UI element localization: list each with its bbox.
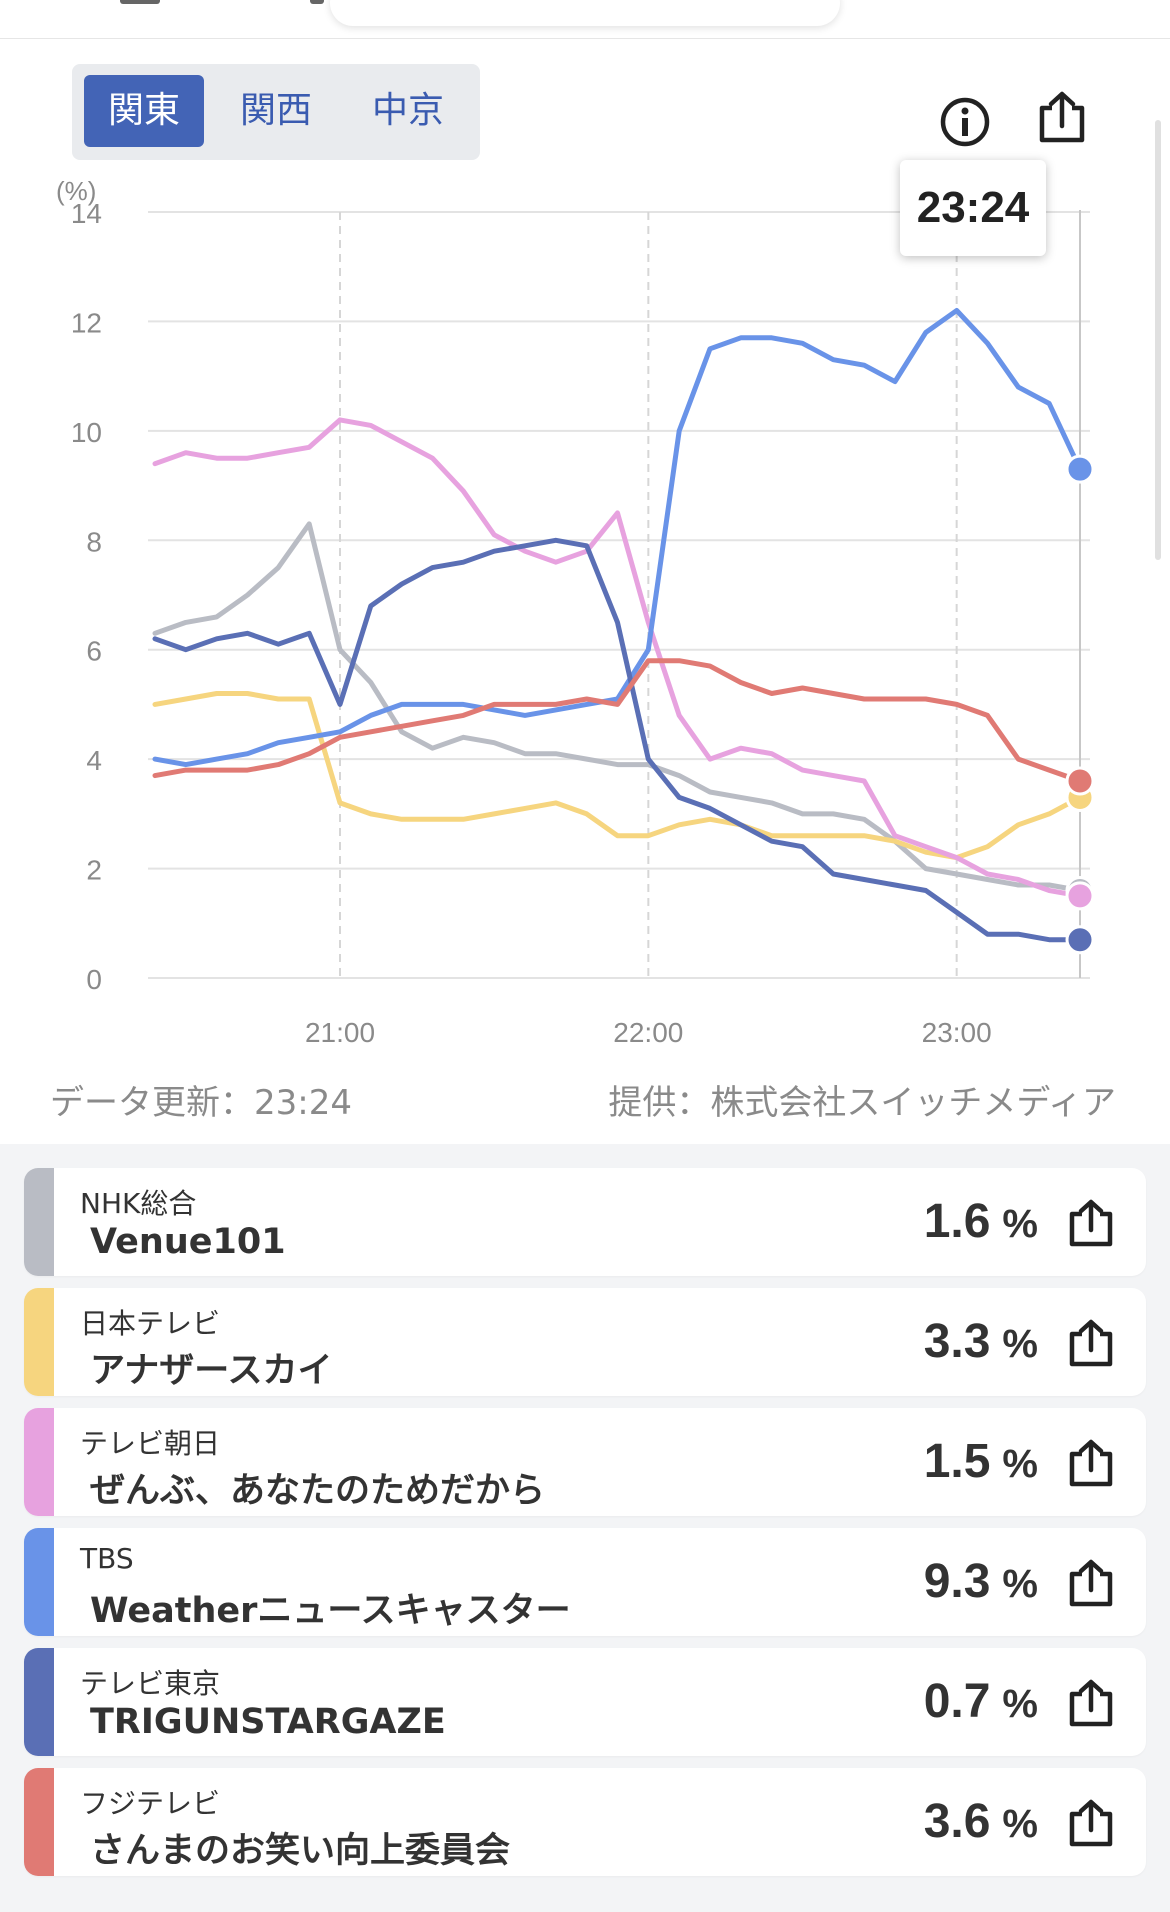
channel-card[interactable]: フジテレビさんまのお笑い向上委員会 3.6% — [24, 1768, 1146, 1876]
ratings-line-chart: 0 2 4 6 8 10 12 14(%) 21:00 22:00 23:00 — [56, 176, 1095, 1048]
series-line — [152, 417, 1083, 899]
rating-number: 1.6 — [923, 1195, 991, 1248]
share-icon[interactable] — [1066, 1198, 1116, 1248]
series-line — [152, 658, 1083, 784]
channel-color-bar — [24, 1408, 54, 1516]
y-tick-label: 6 — [86, 636, 102, 667]
share-icon[interactable] — [1066, 1438, 1116, 1488]
program-title: TRIGUNSTARGAZE — [90, 1702, 446, 1742]
channel-color-bar — [24, 1288, 54, 1396]
data-updated-label: データ更新：23:24 — [50, 1083, 352, 1123]
rating-unit: % — [1002, 1682, 1038, 1726]
rating-unit: % — [1002, 1322, 1038, 1366]
station-name: テレビ朝日 — [80, 1427, 221, 1460]
rating-unit: % — [1002, 1562, 1038, 1606]
share-icon[interactable] — [1066, 1318, 1116, 1368]
share-icon[interactable] — [1066, 1798, 1116, 1848]
x-tick-label: 23:00 — [922, 1017, 992, 1048]
rating-unit: % — [1002, 1442, 1038, 1486]
share-icon[interactable] — [1066, 1558, 1116, 1608]
rating-value: 9.3% — [924, 1554, 1038, 1609]
program-title: Venue101 — [90, 1222, 286, 1262]
y-tick-label: 4 — [86, 745, 102, 776]
channel-card[interactable]: テレビ東京 TRIGUNSTARGAZE 0.7% — [24, 1648, 1146, 1756]
rating-number: 3.6 — [923, 1795, 991, 1848]
channel-card[interactable]: NHK総合 Venue101 1.6% — [24, 1168, 1146, 1276]
y-tick-label: 2 — [86, 855, 102, 886]
channel-color-bar — [24, 1528, 54, 1636]
channel-color-bar — [24, 1768, 54, 1876]
share-icon[interactable] — [1066, 1678, 1116, 1728]
rating-number: 3.3 — [923, 1315, 991, 1368]
series-endpoint — [1065, 881, 1095, 911]
y-axis-unit: (%) — [56, 176, 96, 206]
y-tick-label: 12 — [71, 307, 102, 338]
series-line — [152, 537, 1083, 943]
channel-card[interactable]: テレビ朝日ぜんぶ、あなたのためだから 1.5% — [24, 1408, 1146, 1516]
program-title: さんまのお笑い向上委員会 — [90, 1831, 511, 1871]
station-name: テレビ東京 — [80, 1667, 221, 1700]
station-name: 日本テレビ — [80, 1307, 221, 1340]
series-line — [152, 308, 1083, 768]
header-fragment — [310, 0, 324, 4]
info-icon[interactable] — [937, 94, 993, 150]
region-tab-group: 関東 関西 中京 — [72, 64, 480, 160]
channel-color-bar — [24, 1648, 54, 1756]
y-tick-label: 8 — [86, 526, 102, 557]
y-tick-label: 14 — [71, 198, 102, 229]
provider-label: 提供：株式会社スイッチメディア — [608, 1083, 1116, 1123]
channel-color-bar — [24, 1168, 54, 1276]
x-tick-label: 21:00 — [305, 1017, 375, 1048]
rating-unit: % — [1002, 1802, 1038, 1846]
series-line — [152, 691, 1083, 861]
rating-value: 3.6% — [924, 1794, 1038, 1849]
tab-chukyo[interactable]: 中京 — [371, 90, 444, 131]
rating-value: 3.3% — [924, 1314, 1038, 1369]
rating-number: 9.3 — [923, 1555, 991, 1608]
station-name: TBS — [80, 1542, 134, 1575]
series-endpoint — [1065, 766, 1095, 796]
tab-kansai[interactable]: 関西 — [239, 90, 312, 131]
rating-value: 1.6% — [924, 1194, 1038, 1249]
series-endpoint — [1065, 925, 1095, 955]
rating-value: 0.7% — [924, 1674, 1038, 1729]
tab-kanto[interactable]: 関東 — [84, 75, 204, 147]
rating-unit: % — [1002, 1202, 1038, 1246]
rating-number: 0.7 — [923, 1675, 991, 1728]
header-fragment — [120, 0, 160, 4]
series-endpoint — [1065, 454, 1095, 484]
channel-card[interactable]: TBS Weatherニュースキャスター 9.3% — [24, 1528, 1146, 1636]
channel-card[interactable]: 日本テレビアナザースカイ 3.3% — [24, 1288, 1146, 1396]
top-header — [0, 0, 1170, 39]
scrollbar[interactable] — [1155, 120, 1161, 560]
share-icon[interactable] — [1034, 90, 1090, 146]
program-title: Weatherニュースキャスター — [90, 1591, 571, 1631]
station-name: NHK総合 — [80, 1187, 197, 1220]
series-line — [152, 521, 1083, 893]
y-tick-label: 0 — [86, 964, 102, 995]
x-tick-label: 22:00 — [613, 1017, 683, 1048]
search-bar[interactable] — [330, 0, 840, 26]
time-tooltip: 23:24 — [900, 160, 1046, 256]
rating-number: 1.5 — [923, 1435, 991, 1488]
program-title: アナザースカイ — [90, 1351, 333, 1391]
y-tick-label: 10 — [71, 417, 102, 448]
station-name: フジテレビ — [80, 1787, 221, 1820]
rating-value: 1.5% — [924, 1434, 1038, 1489]
program-title: ぜんぶ、あなたのためだから — [90, 1471, 546, 1511]
